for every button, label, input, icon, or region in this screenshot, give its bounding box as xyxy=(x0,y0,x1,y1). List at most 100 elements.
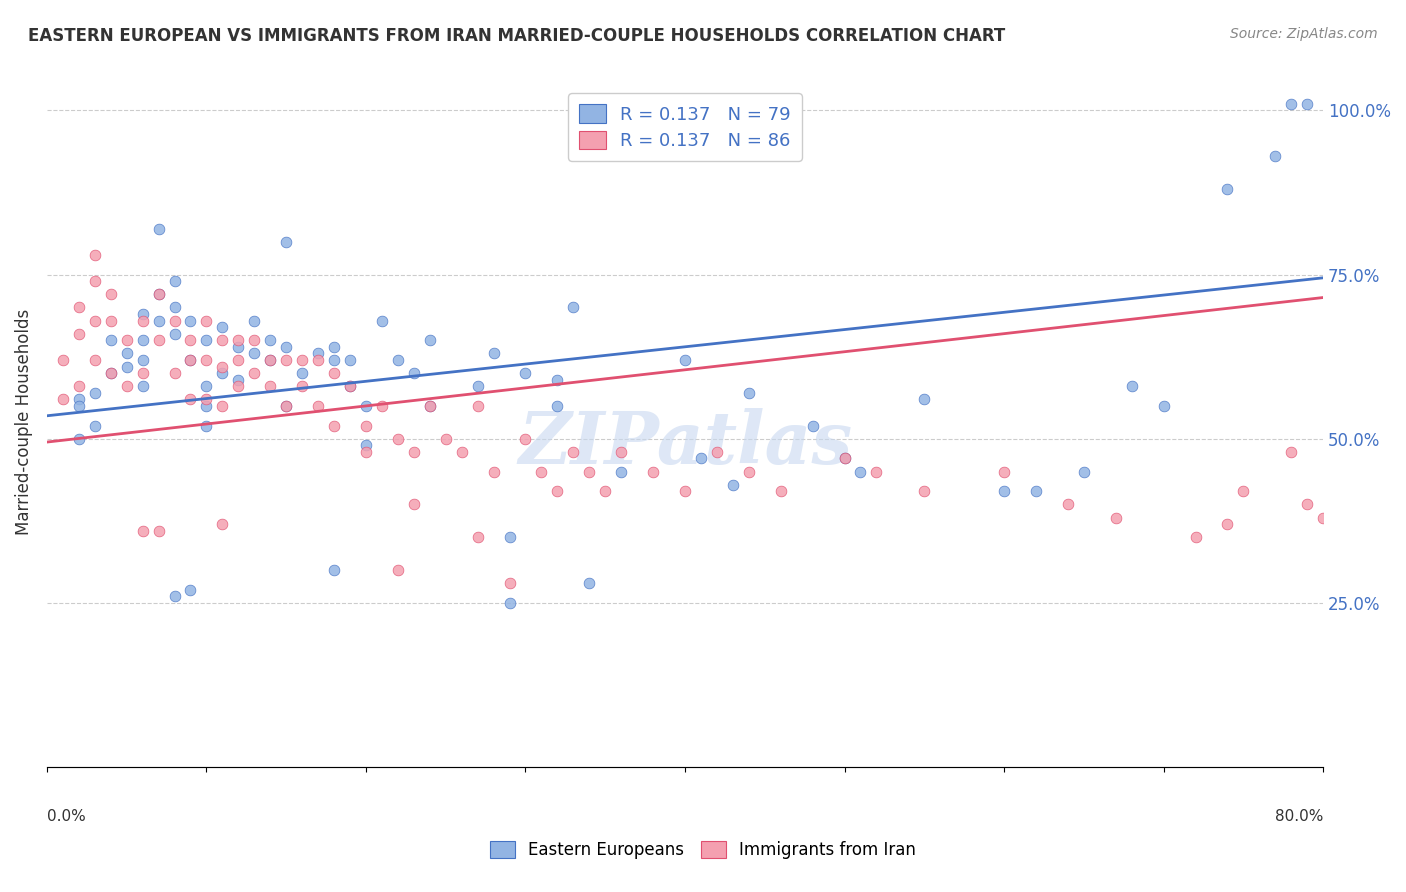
Point xyxy=(195,333,218,347)
Point xyxy=(195,399,218,413)
Point xyxy=(1312,510,1334,524)
Point xyxy=(371,313,394,327)
Point xyxy=(1264,149,1286,163)
Point xyxy=(276,353,298,368)
Point xyxy=(578,465,600,479)
Point xyxy=(354,445,377,459)
Point xyxy=(131,313,153,327)
Point xyxy=(291,379,314,393)
Point xyxy=(402,498,425,512)
Point xyxy=(1105,510,1128,524)
Point xyxy=(115,359,138,374)
Point xyxy=(706,445,728,459)
Point xyxy=(148,333,170,347)
Point xyxy=(1216,182,1239,196)
Point xyxy=(434,432,457,446)
Point xyxy=(387,432,409,446)
Point xyxy=(578,576,600,591)
Point xyxy=(100,366,122,380)
Text: ZIPatlas: ZIPatlas xyxy=(517,408,852,478)
Point xyxy=(769,484,792,499)
Point xyxy=(115,346,138,360)
Point xyxy=(323,563,346,577)
Text: 80.0%: 80.0% xyxy=(1275,809,1323,823)
Point xyxy=(339,353,361,368)
Point xyxy=(195,313,218,327)
Point xyxy=(83,418,105,433)
Point xyxy=(131,307,153,321)
Point xyxy=(467,399,489,413)
Point xyxy=(228,353,250,368)
Point xyxy=(546,484,568,499)
Point xyxy=(912,484,935,499)
Point xyxy=(993,465,1015,479)
Point xyxy=(83,385,105,400)
Point xyxy=(307,399,329,413)
Point xyxy=(1184,530,1206,544)
Point xyxy=(179,582,201,597)
Point xyxy=(148,524,170,538)
Point xyxy=(148,287,170,301)
Point xyxy=(163,301,186,315)
Point xyxy=(1296,498,1319,512)
Point xyxy=(387,353,409,368)
Point xyxy=(179,353,201,368)
Point xyxy=(83,274,105,288)
Point xyxy=(243,313,266,327)
Point xyxy=(211,359,233,374)
Point xyxy=(67,392,90,407)
Point xyxy=(259,353,281,368)
Point xyxy=(100,313,122,327)
Point xyxy=(849,465,872,479)
Point xyxy=(211,517,233,532)
Point xyxy=(515,366,537,380)
Point xyxy=(179,353,201,368)
Point xyxy=(371,399,394,413)
Point xyxy=(243,333,266,347)
Point xyxy=(276,340,298,354)
Point xyxy=(148,221,170,235)
Point xyxy=(211,366,233,380)
Point xyxy=(148,287,170,301)
Point xyxy=(402,366,425,380)
Point xyxy=(530,465,553,479)
Point xyxy=(83,313,105,327)
Point xyxy=(419,399,441,413)
Point xyxy=(100,366,122,380)
Point xyxy=(402,445,425,459)
Point xyxy=(291,366,314,380)
Point xyxy=(259,379,281,393)
Point xyxy=(115,333,138,347)
Point xyxy=(498,596,520,610)
Point xyxy=(738,465,761,479)
Point xyxy=(354,418,377,433)
Point xyxy=(211,399,233,413)
Point xyxy=(1279,445,1302,459)
Point xyxy=(721,477,744,491)
Text: EASTERN EUROPEAN VS IMMIGRANTS FROM IRAN MARRIED-COUPLE HOUSEHOLDS CORRELATION C: EASTERN EUROPEAN VS IMMIGRANTS FROM IRAN… xyxy=(28,27,1005,45)
Point xyxy=(259,333,281,347)
Point xyxy=(323,340,346,354)
Point xyxy=(131,366,153,380)
Point xyxy=(291,353,314,368)
Point xyxy=(610,465,633,479)
Point xyxy=(163,326,186,341)
Point xyxy=(834,451,856,466)
Point xyxy=(67,379,90,393)
Point xyxy=(67,301,90,315)
Point xyxy=(1121,379,1143,393)
Point xyxy=(643,465,665,479)
Point xyxy=(243,346,266,360)
Point xyxy=(354,438,377,452)
Legend: Eastern Europeans, Immigrants from Iran: Eastern Europeans, Immigrants from Iran xyxy=(484,834,922,866)
Text: 0.0%: 0.0% xyxy=(46,809,86,823)
Point xyxy=(179,333,201,347)
Point xyxy=(1279,96,1302,111)
Point xyxy=(195,353,218,368)
Point xyxy=(482,465,505,479)
Point xyxy=(307,353,329,368)
Point xyxy=(593,484,616,499)
Point xyxy=(131,524,153,538)
Point xyxy=(498,576,520,591)
Point xyxy=(163,274,186,288)
